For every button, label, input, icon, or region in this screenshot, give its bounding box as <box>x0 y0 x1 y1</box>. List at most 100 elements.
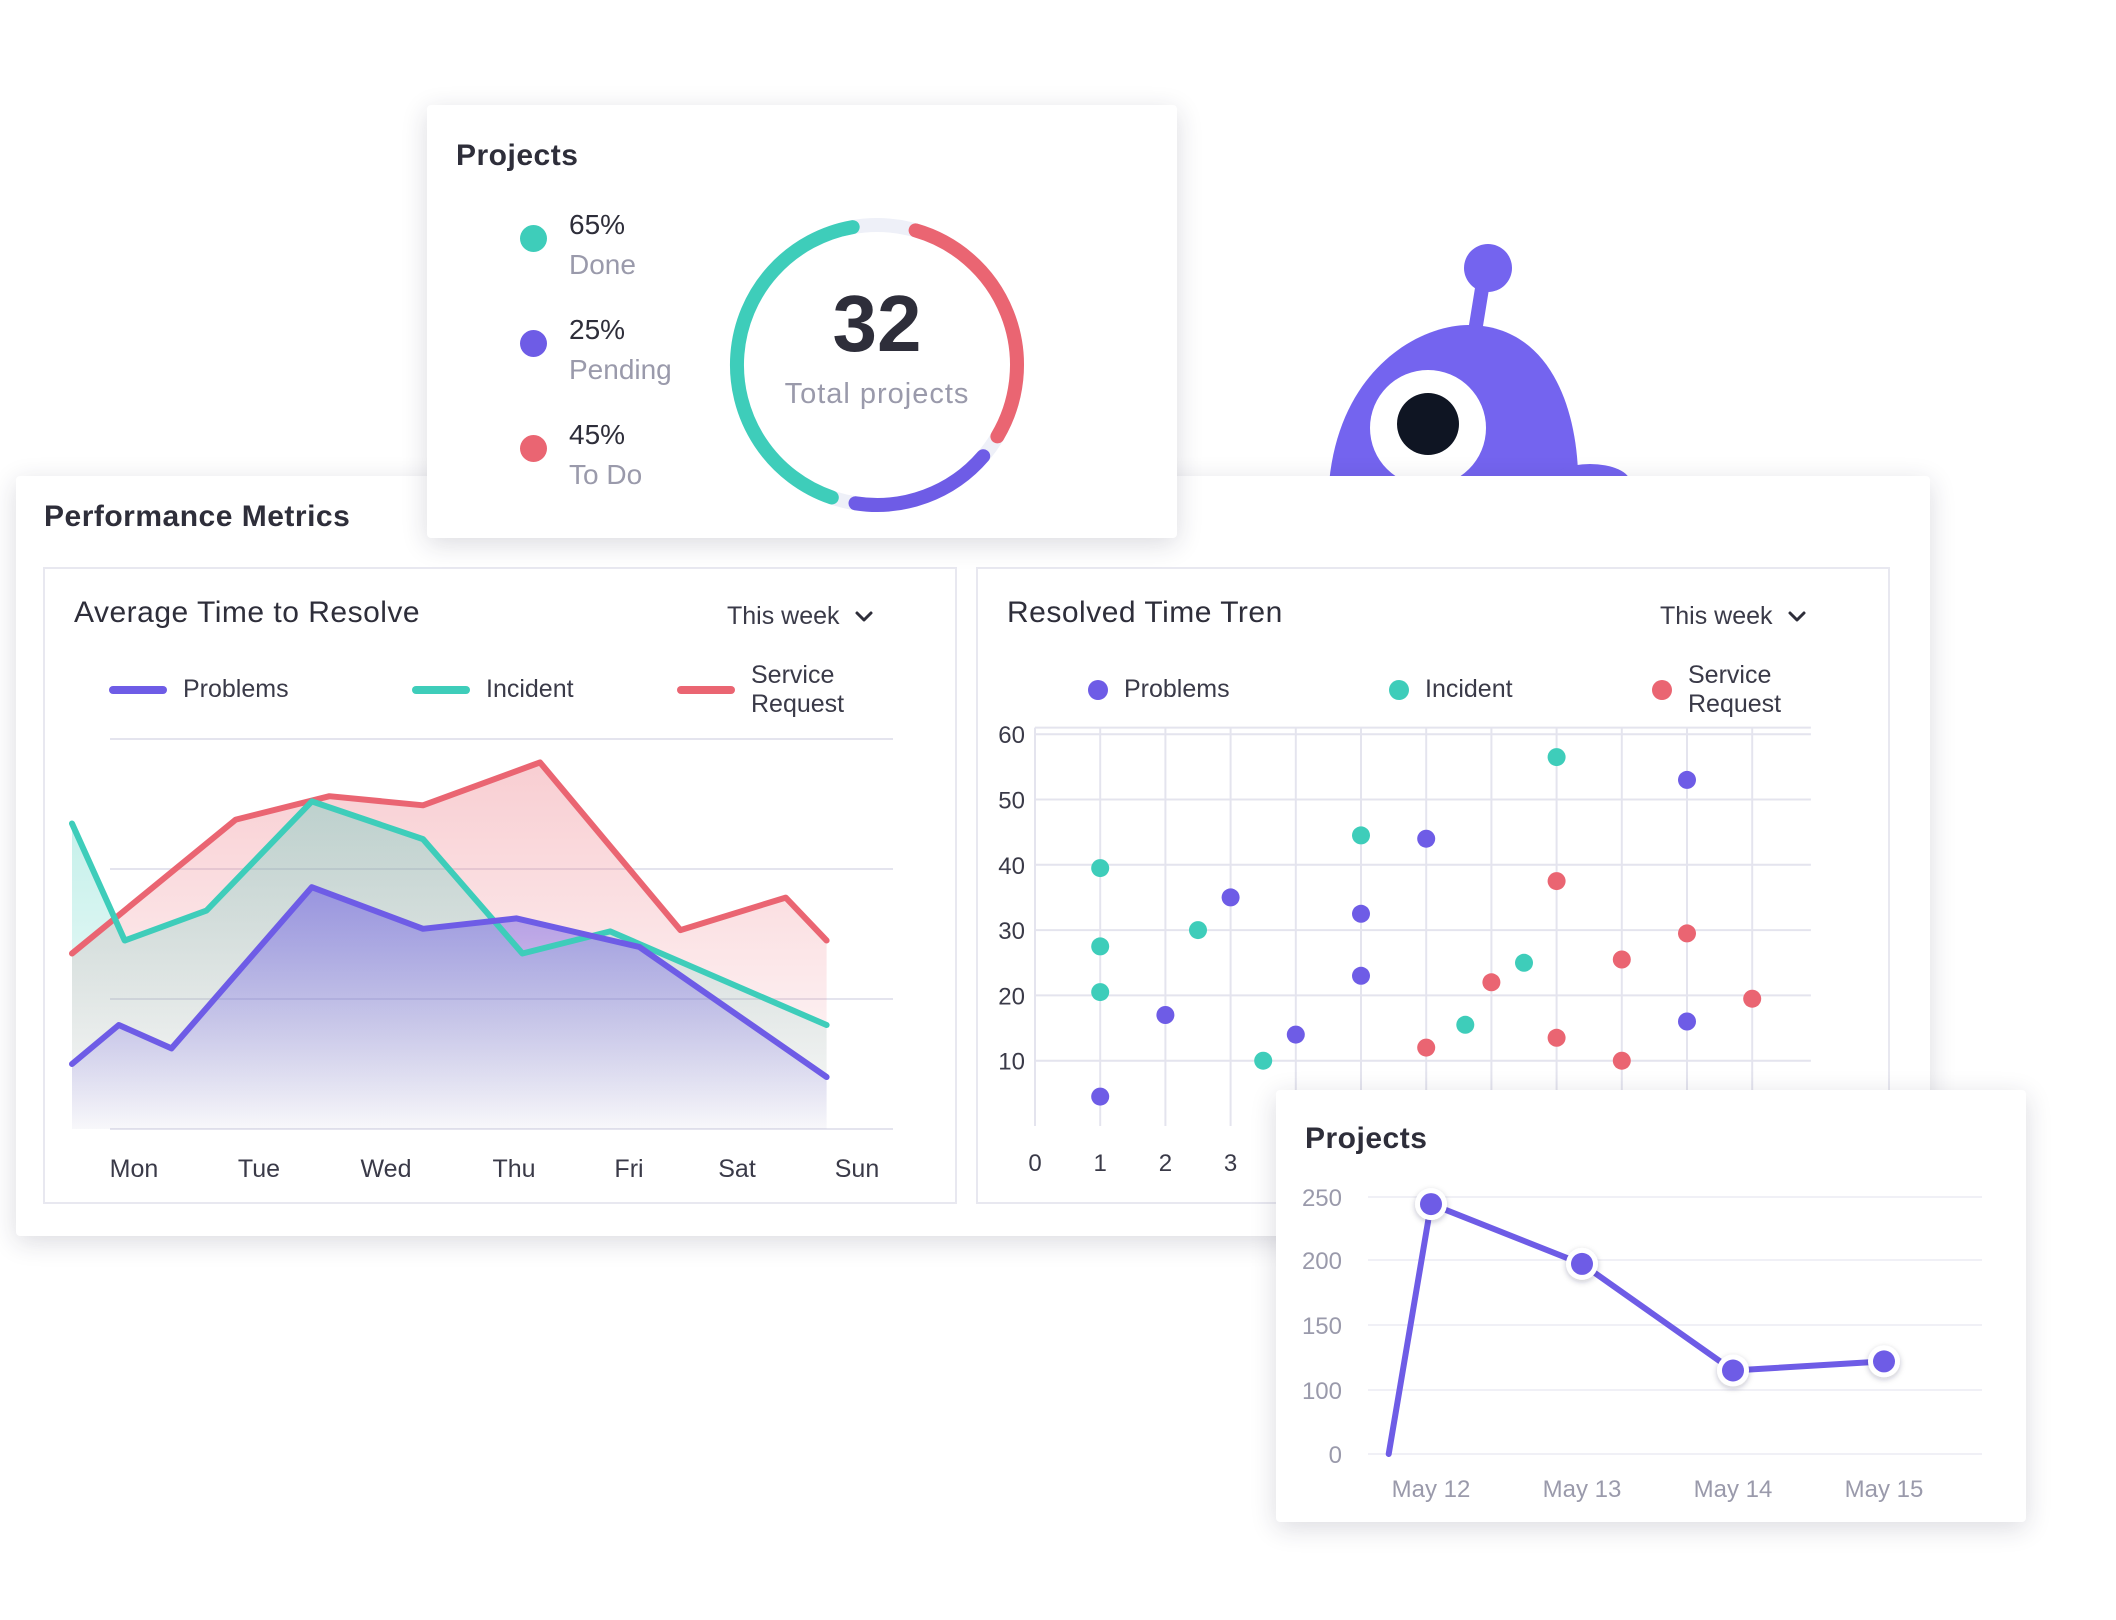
trend-legend-service-request[interactable]: Service Request <box>1652 661 1781 719</box>
avg-legend-incident-label: Incident <box>486 675 574 703</box>
projects-donut-title: Projects <box>456 139 579 172</box>
y-tick-label: 30 <box>998 918 1025 945</box>
y-tick-label: 200 <box>1302 1248 1342 1275</box>
avg-legend-incident[interactable]: Incident <box>412 675 574 704</box>
x-tick-label: May 15 <box>1845 1476 1924 1503</box>
avg-time-period-dropdown[interactable]: This week <box>727 602 874 631</box>
service-request-line-key <box>677 686 735 694</box>
y-tick-label: 100 <box>1302 1378 1342 1405</box>
total-projects-label: Total projects <box>785 378 970 410</box>
projects-point <box>1722 1359 1744 1382</box>
scatter-point-incident <box>1091 983 1110 1002</box>
projects-donut-card: Projects 65% Done 25% Pending 45% To Do … <box>427 105 1177 538</box>
x-tick-label: May 14 <box>1694 1476 1773 1503</box>
scatter-point-incident <box>1547 748 1566 767</box>
y-tick-label: 60 <box>998 722 1025 749</box>
avg-legend-service-label-1: Service <box>751 661 835 689</box>
avg-legend-service-label-2: Request <box>751 690 845 718</box>
scatter-point-problems <box>1417 829 1436 848</box>
incident-line-key <box>412 685 470 694</box>
scatter-point-service-request <box>1482 973 1501 992</box>
y-tick-label: 10 <box>998 1049 1025 1076</box>
trend-legend-service-label-1: Service <box>1688 661 1772 689</box>
performance-metrics-title: Performance Metrics <box>44 500 351 533</box>
trend-legend-incident-label: Incident <box>1425 675 1513 703</box>
trend-legend-problems[interactable]: Problems <box>1088 675 1230 704</box>
x-tick-label: Mon <box>110 1155 159 1183</box>
scatter-point-service-request <box>1547 872 1566 891</box>
donut-slice-to-do <box>908 223 1024 444</box>
avg-time-area-chart: Mon Tue Wed Thu Fri Sat Sun <box>69 738 893 1183</box>
x-tick-label: 3 <box>1224 1150 1237 1177</box>
trend-legend-problems-label: Problems <box>1124 675 1230 703</box>
x-tick-label: May 13 <box>1543 1476 1622 1503</box>
x-tick-label: May 12 <box>1392 1476 1471 1503</box>
scatter-point-incident <box>1456 1015 1475 1034</box>
y-tick-label: 50 <box>998 788 1025 815</box>
avg-legend-problems-label: Problems <box>183 675 289 703</box>
scatter-point-service-request <box>1612 1051 1631 1070</box>
avg-legend-service-request[interactable]: Service Request <box>677 661 844 719</box>
resolved-trend-period-label: This week <box>1660 602 1773 630</box>
x-tick-label: 2 <box>1159 1150 1172 1177</box>
x-tick-label: Thu <box>492 1155 535 1183</box>
donut-legend-pending: 25% Pending <box>520 310 672 390</box>
x-tick-label: Tue <box>238 1155 280 1183</box>
projects-line-chart: 0 100 150 200 250 May 12 May 13 May 14 May 15 <box>1302 1185 1982 1503</box>
done-percent: 65% <box>569 209 626 240</box>
performance-metrics-card: Performance Metrics Average Time to Reso… <box>16 476 1930 1236</box>
avg-legend-problems[interactable]: Problems <box>109 675 289 704</box>
line-problems <box>69 884 830 1080</box>
projects-line-title: Projects <box>1305 1122 1428 1155</box>
scatter-point-problems <box>1678 1012 1696 1031</box>
projects-line-card: Projects 0 100 150 200 250 May 12 May 13 May 14… <box>1276 1090 2026 1522</box>
avg-time-period-label: This week <box>727 602 840 630</box>
donut-slice-done <box>729 220 860 505</box>
todo-label: To Do <box>569 459 643 490</box>
y-tick-label: 40 <box>998 853 1025 880</box>
scatter-point-incident <box>1091 859 1110 878</box>
y-tick-label: 150 <box>1302 1313 1342 1340</box>
todo-percent: 45% <box>569 419 626 450</box>
projects-point <box>1420 1193 1442 1216</box>
done-dot <box>520 225 547 252</box>
resolved-trend-title: Resolved Time Tren <box>1007 596 1283 629</box>
mascot-illustration <box>1328 244 1630 500</box>
projects-donut-chart: 32 Total projects <box>729 218 1024 512</box>
y-tick-label: 250 <box>1302 1185 1342 1212</box>
scatter-point-service-request <box>1547 1028 1566 1047</box>
scatter-point-incident <box>1091 937 1110 956</box>
projects-trend-line <box>1385 1201 1887 1457</box>
x-tick-label: Wed <box>361 1155 412 1183</box>
donut-legend-todo: 45% To Do <box>520 415 642 495</box>
scatter-point-service-request <box>1678 924 1696 943</box>
donut-slice-pending <box>848 449 991 512</box>
done-label: Done <box>569 249 636 280</box>
pending-dot <box>520 330 547 357</box>
scatter-point-incident <box>1254 1051 1273 1070</box>
scatter-point-problems <box>1678 770 1696 789</box>
scatter-point-problems <box>1352 904 1370 923</box>
scatter-point-problems <box>1352 966 1370 985</box>
x-tick-label: 1 <box>1094 1150 1107 1177</box>
incident-dot-key <box>1389 679 1409 700</box>
total-projects-value: 32 <box>833 279 922 368</box>
scatter-point-incident <box>1515 953 1533 972</box>
x-tick-label: Fri <box>614 1155 643 1183</box>
chevron-down-icon <box>855 611 873 621</box>
x-tick-label: Sat <box>718 1155 756 1183</box>
scatter-point-problems <box>1091 1087 1110 1106</box>
avg-time-title: Average Time to Resolve <box>74 596 421 629</box>
scatter-point-incident <box>1189 921 1207 940</box>
resolved-trend-period-dropdown[interactable]: This week <box>1660 602 1807 631</box>
trend-legend-incident[interactable]: Incident <box>1389 675 1513 704</box>
todo-dot <box>520 435 547 462</box>
x-tick-label: 0 <box>1028 1150 1041 1177</box>
line-service-request <box>69 759 830 957</box>
scatter-point-problems <box>1221 888 1240 907</box>
projects-point <box>1873 1350 1895 1373</box>
x-tick-label: Sun <box>835 1155 879 1183</box>
problems-line-key <box>109 685 167 694</box>
scatter-point-service-request <box>1743 989 1762 1008</box>
scatter-point-incident <box>1352 826 1370 845</box>
